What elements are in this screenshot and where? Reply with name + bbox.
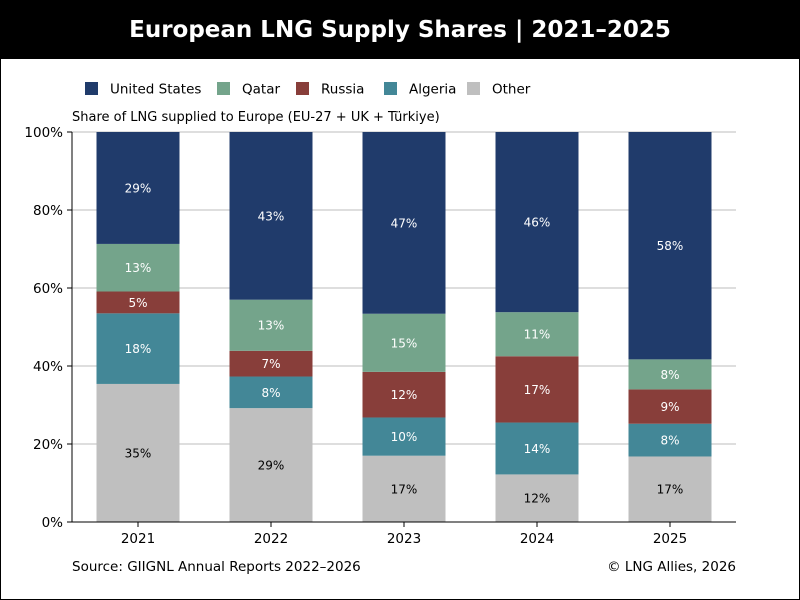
data-label: 13% — [125, 261, 152, 275]
legend-swatch-algeria — [384, 82, 397, 95]
data-label: 10% — [391, 430, 418, 444]
y-tick-label: 0% — [42, 515, 64, 531]
data-label: 47% — [391, 216, 418, 230]
data-label: 58% — [657, 239, 684, 253]
data-label: 13% — [258, 319, 285, 333]
bar-segment-algeria — [96, 313, 180, 384]
title-bar: European LNG Supply Shares | 2021–2025 — [0, 0, 800, 59]
legend-label: Qatar — [242, 82, 280, 98]
bar-segment-other — [628, 456, 712, 522]
y-tick-label: 80% — [33, 203, 63, 219]
y-tick-label: 40% — [33, 359, 63, 375]
bar-segment-qatar — [628, 359, 712, 390]
data-label: 18% — [125, 342, 152, 356]
data-label: 5% — [128, 296, 147, 310]
bar-segment-united-states — [495, 132, 579, 313]
data-label: 29% — [258, 459, 285, 473]
x-tick-label: 2022 — [254, 531, 288, 547]
bar-segment-algeria — [628, 423, 712, 457]
bar-segment-russia — [229, 350, 313, 377]
legend-swatch-united-states — [85, 82, 98, 95]
bar-segment-qatar — [362, 313, 446, 372]
bar-segment-qatar — [495, 312, 579, 357]
bar-segment-russia — [362, 371, 446, 418]
legend-swatch-russia — [296, 82, 309, 95]
bar-segment-algeria — [229, 376, 313, 409]
data-label: 43% — [258, 209, 285, 223]
bar-segment-russia — [495, 356, 579, 423]
bar-segment-algeria — [495, 422, 579, 475]
bar-segment-united-states — [362, 132, 446, 314]
data-label: 17% — [524, 383, 551, 397]
chart-title: European LNG Supply Shares | 2021–2025 — [129, 16, 671, 43]
bar-segment-qatar — [96, 243, 180, 292]
x-tick-label: 2021 — [121, 531, 155, 547]
data-label: 29% — [125, 181, 152, 195]
data-label: 8% — [261, 386, 280, 400]
data-label: 14% — [524, 442, 551, 456]
data-label: 11% — [524, 328, 551, 342]
bar-segment-algeria — [362, 417, 446, 456]
bar-segment-russia — [628, 389, 712, 424]
legend-label: Algeria — [409, 82, 456, 98]
data-label: 17% — [391, 482, 418, 496]
bar-segment-russia — [96, 291, 180, 314]
bar-segment-united-states — [628, 132, 712, 360]
y-tick-label: 60% — [33, 281, 63, 297]
y-tick-label: 100% — [24, 125, 63, 141]
bar-segment-other — [362, 455, 446, 522]
data-label: 35% — [125, 446, 152, 460]
data-label: 8% — [660, 434, 679, 448]
bar-segment-other — [229, 408, 313, 522]
y-tick-label: 20% — [33, 437, 63, 453]
data-label: 9% — [660, 400, 679, 414]
x-tick-label: 2024 — [520, 531, 554, 547]
legend-swatch-other — [467, 82, 480, 95]
data-label: 12% — [391, 388, 418, 402]
chart-subtitle: Share of LNG supplied to Europe (EU-27 +… — [72, 110, 440, 125]
data-label: 12% — [524, 492, 551, 506]
data-label: 46% — [524, 216, 551, 230]
data-label: 17% — [657, 483, 684, 497]
bar-segment-other — [96, 383, 180, 522]
legend-label: Russia — [321, 82, 364, 98]
copyright-note: © LNG Allies, 2026 — [607, 559, 736, 575]
bar-segment-other — [495, 474, 579, 522]
bar-segment-qatar — [229, 299, 313, 351]
bar-segment-united-states — [96, 132, 180, 244]
data-label: 15% — [391, 336, 418, 350]
legend-swatch-qatar — [217, 82, 230, 95]
x-tick-label: 2023 — [387, 531, 421, 547]
source-note: Source: GIIGNL Annual Reports 2022–2026 — [72, 559, 361, 575]
data-label: 8% — [660, 368, 679, 382]
legend-label: United States — [110, 82, 201, 98]
x-tick-label: 2025 — [653, 531, 687, 547]
bar-segment-united-states — [229, 132, 313, 300]
data-label: 7% — [261, 357, 280, 371]
legend-label: Other — [492, 82, 531, 98]
